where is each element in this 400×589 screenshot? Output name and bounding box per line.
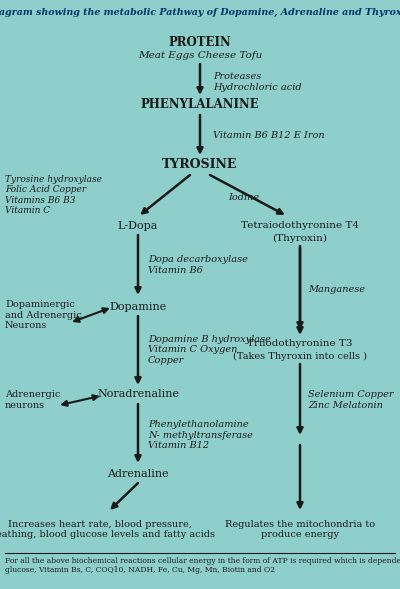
Text: (Thyroxin): (Thyroxin)	[272, 233, 328, 243]
Text: Phenylethanolamine
N- methyltransferase
Vitamin B12: Phenylethanolamine N- methyltransferase …	[148, 420, 253, 450]
Text: Dopaminergic
and Adrenergic
Neurons: Dopaminergic and Adrenergic Neurons	[5, 300, 82, 330]
Text: Iodine: Iodine	[228, 194, 259, 203]
Text: Meat Eggs Cheese Tofu: Meat Eggs Cheese Tofu	[138, 51, 262, 61]
Text: Tyrosine hydroxylase
Folic Acid Copper
Vitamins B6 B3
Vitamin C: Tyrosine hydroxylase Folic Acid Copper V…	[5, 175, 102, 215]
Text: Diagram showing the metabolic Pathway of Dopamine, Adrenaline and Thyroxin: Diagram showing the metabolic Pathway of…	[0, 8, 400, 17]
Text: Triiodothyronine T3: Triiodothyronine T3	[247, 339, 353, 349]
Text: Dopamine B hydroxylase
Vitamin C Oxygen
Copper: Dopamine B hydroxylase Vitamin C Oxygen …	[148, 335, 271, 365]
Text: Regulates the mitochondria to
produce energy: Regulates the mitochondria to produce en…	[225, 520, 375, 540]
Text: Dopa decarboxylase
Vitamin B6: Dopa decarboxylase Vitamin B6	[148, 255, 248, 274]
Text: Tetraiodothyronine T4: Tetraiodothyronine T4	[241, 221, 359, 230]
Text: Noradrenaline: Noradrenaline	[97, 389, 179, 399]
Text: TYROSINE: TYROSINE	[162, 158, 238, 171]
Text: PROTEIN: PROTEIN	[169, 35, 231, 48]
Text: L-Dopa: L-Dopa	[118, 221, 158, 231]
Text: Vitamin B6 B12 E Iron: Vitamin B6 B12 E Iron	[213, 131, 325, 140]
Text: (Takes Thyroxin into cells ): (Takes Thyroxin into cells )	[233, 352, 367, 360]
Text: Proteases
Hydrochloric acid: Proteases Hydrochloric acid	[213, 72, 302, 92]
Text: PHENYLALANINE: PHENYLALANINE	[141, 98, 259, 111]
Text: Manganese: Manganese	[308, 286, 365, 294]
Text: Selenium Copper
Zinc Melatonin: Selenium Copper Zinc Melatonin	[308, 391, 394, 410]
Text: Increases heart rate, blood pressure,
breathing, blood glucose levels and fatty : Increases heart rate, blood pressure, br…	[0, 520, 215, 540]
Text: Dopamine: Dopamine	[109, 302, 167, 312]
Text: For all the above biochemical reactions cellular energy in the form of ATP is re: For all the above biochemical reactions …	[5, 557, 400, 574]
Text: Adrenergic
neurons: Adrenergic neurons	[5, 391, 60, 410]
Text: Adrenaline: Adrenaline	[107, 469, 169, 479]
